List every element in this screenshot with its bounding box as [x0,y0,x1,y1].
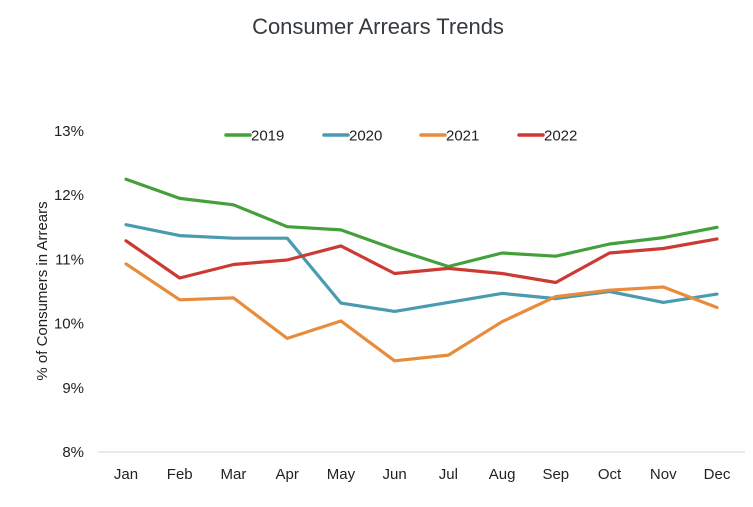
x-tick-label: Dec [704,466,731,483]
series-lines [124,177,719,363]
x-tick-label: Sep [542,466,569,483]
y-axis-label: % of Consumers in Arrears [34,201,51,380]
series-line-2022 [124,237,719,285]
legend-label-2019: 2019 [251,128,284,145]
x-tick-label: Jun [383,466,407,483]
series-line-2021 [124,262,719,363]
series-line-2020 [124,223,719,313]
x-tick-label: Aug [489,466,516,483]
y-tick-label: 11% [55,251,84,268]
legend: 2019 2020 2021 2022 [224,128,577,145]
x-tick-label: Nov [650,466,677,483]
chart-title: Consumer Arrears Trends [252,14,504,39]
y-tick-label: 12% [54,187,84,204]
legend-label-2020: 2020 [349,128,382,145]
y-axis-ticks: 8% 9% 10% 11% 12% 13% [54,123,84,461]
x-tick-label: Apr [276,466,299,483]
y-tick-label: 13% [54,123,84,140]
x-tick-label: Feb [167,466,193,483]
legend-label-2021: 2021 [446,128,479,145]
series-line-2019 [124,177,719,269]
y-tick-label: 8% [62,444,84,461]
y-tick-label: 10% [54,316,84,333]
x-tick-label: Oct [598,466,622,483]
y-tick-label: 9% [62,380,84,397]
x-tick-label: May [327,466,356,483]
legend-label-2022: 2022 [544,128,577,145]
x-tick-label: Mar [221,466,247,483]
x-tick-label: Jul [439,466,458,483]
x-axis-ticks: Jan Feb Mar Apr May Jun Jul Aug Sep Oct Nov Dec [114,466,731,483]
x-tick-label: Jan [114,466,138,483]
